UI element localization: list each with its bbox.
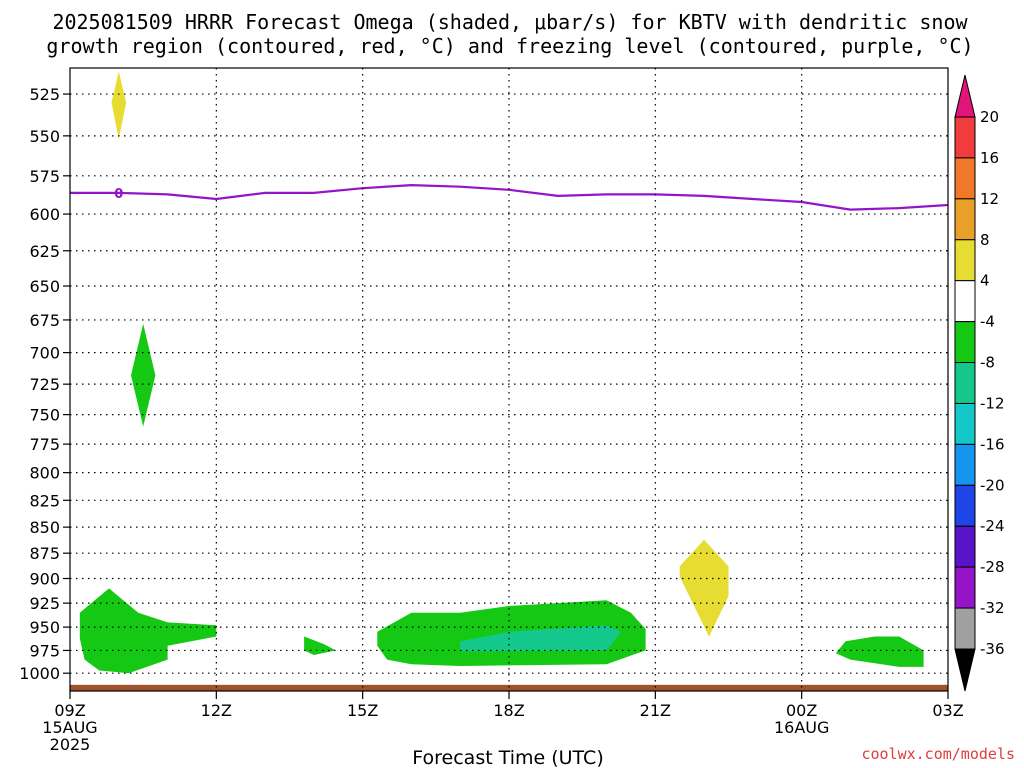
- colorbar-swatch: [954, 402, 976, 445]
- colorbar-tick-label: 20: [980, 108, 999, 126]
- x-axis-title: Forecast Time (UTC): [412, 747, 603, 768]
- colorbar-swatch: [954, 239, 976, 282]
- colorbar-tick-label: -8: [980, 354, 995, 372]
- freezing-level-label: 0: [114, 187, 123, 202]
- x-tick-label: 2025: [50, 735, 91, 754]
- omega-region-5: [304, 636, 336, 655]
- y-tick-label: 950: [29, 618, 60, 637]
- y-tick-label: 600: [29, 205, 60, 224]
- y-tick-label: 800: [29, 464, 60, 483]
- omega-region-4: [79, 588, 217, 674]
- y-tick-label: 825: [29, 491, 60, 510]
- y-tick-label: 700: [29, 344, 60, 363]
- colorbar-swatch: [954, 362, 976, 404]
- freezing-level-line: [70, 183, 949, 211]
- colorbar-tick-label: 4: [980, 272, 990, 290]
- plot-frame: [69, 67, 949, 692]
- x-tick-label: 00Z: [786, 701, 817, 720]
- colorbar-tick-label: -4: [980, 313, 995, 331]
- x-tick-label: 09Z: [54, 701, 85, 720]
- x-tick-label: 03Z: [932, 701, 963, 720]
- x-tick-label: 21Z: [640, 701, 671, 720]
- y-tick-label: 525: [29, 85, 60, 104]
- colorbar-swatch: [954, 566, 976, 609]
- omega-region-8: [835, 636, 924, 667]
- colorbar-swatch: [954, 280, 976, 323]
- chart-title-line-1: 2025081509 HRRR Forecast Omega (shaded, …: [52, 10, 968, 34]
- colorbar-swatch: [954, 321, 976, 364]
- colorbar-swatch: [954, 198, 976, 241]
- y-tick-label: 875: [29, 544, 60, 563]
- credit-text: coolwx.com/models: [861, 745, 1015, 763]
- omega-region-1: [111, 71, 127, 140]
- omega-region-7: [460, 625, 622, 652]
- colorbar-bottom-arrow: [954, 648, 976, 692]
- y-tick-label: 725: [29, 375, 60, 394]
- colorbar-swatch: [954, 525, 976, 568]
- y-tick-label: 775: [29, 435, 60, 454]
- x-tick-label: 12Z: [201, 701, 232, 720]
- x-tick-label: 15Z: [347, 701, 378, 720]
- colorbar-tick-label: 16: [980, 149, 999, 167]
- y-axis: 525 550 575 600 625 650 675 700 725 750 775 800 825 8…: [19, 85, 70, 683]
- y-tick-label: 675: [29, 311, 60, 330]
- omega-region-3: [679, 539, 729, 637]
- y-tick-label: 575: [29, 167, 60, 186]
- x-tick-label: 16AUG: [774, 718, 829, 737]
- y-tick-label: 900: [29, 570, 60, 589]
- colorbar-tick-label: 8: [980, 231, 990, 249]
- x-tick-label: 15AUG: [42, 718, 97, 737]
- colorbar-tick-label: -16: [980, 435, 1005, 453]
- y-tick-label: 550: [29, 127, 60, 146]
- y-tick-label: 1000: [19, 664, 60, 683]
- x-tick-label: 18Z: [493, 701, 524, 720]
- ground-surface: [70, 684, 948, 691]
- colorbar-swatch: [954, 157, 976, 200]
- colorbar-swatch: [954, 484, 976, 527]
- colorbar-tick-label: -20: [980, 476, 1005, 494]
- colorbar-swatch: [954, 116, 976, 159]
- plot-area: 0: [70, 71, 949, 691]
- y-tick-label: 925: [29, 594, 60, 613]
- colorbar-swatch: [954, 443, 976, 486]
- y-tick-label: 750: [29, 406, 60, 425]
- colorbar-tick-label: 12: [980, 190, 999, 208]
- colorbar-tick-label: -12: [980, 394, 1005, 412]
- chart-title-line-2: growth region (contoured, red, °C) and f…: [46, 34, 973, 58]
- colorbar-tick-label: -24: [980, 517, 1005, 535]
- grid-lines: [70, 68, 948, 691]
- y-tick-label: 650: [29, 277, 60, 296]
- colorbar-tick-label: -28: [980, 558, 1005, 576]
- colorbar-swatch: [954, 607, 976, 650]
- colorbar-top-arrow: [954, 74, 976, 118]
- y-tick-label: 850: [29, 518, 60, 537]
- y-tick-label: 625: [29, 242, 60, 261]
- y-tick-label: 975: [29, 641, 60, 660]
- colorbar: 20 16 12 8 4 -4 -8 -12 -16 -20 -24 -28 -32 -36: [954, 74, 1005, 692]
- omega-region-2: [131, 323, 156, 427]
- colorbar-tick-label: -36: [980, 640, 1005, 658]
- colorbar-tick-label: -32: [980, 599, 1005, 617]
